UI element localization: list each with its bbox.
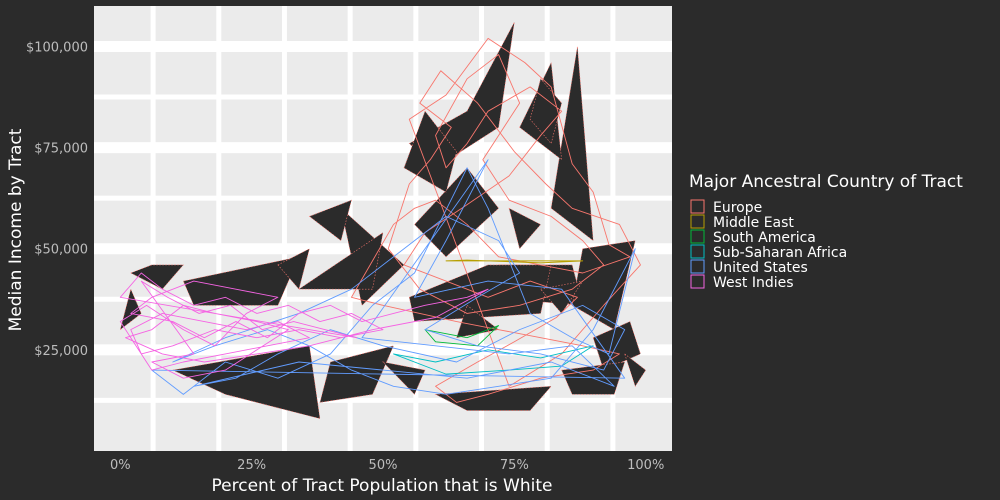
x-axis-ticks: 0% 25% 50% 75% 100%: [110, 458, 664, 473]
x-tick-label: 0%: [110, 458, 131, 473]
legend-label: Europe: [713, 200, 762, 216]
series-united-states: [151, 159, 636, 395]
legend-key: [690, 259, 705, 274]
legend-key: [690, 229, 705, 244]
y-axis-ticks: $25,000 $50,000 $75,000 $100,000: [26, 40, 88, 358]
series-middle-east: [445, 259, 584, 264]
legend-key: [690, 199, 705, 214]
polygon-fill-24: [119, 288, 142, 331]
series-south-america: [424, 325, 500, 347]
series-line: [119, 272, 489, 379]
legend-title: Major Ancestral Country of Tract: [689, 172, 963, 192]
x-tick-label: 25%: [237, 458, 266, 473]
series-line: [151, 159, 636, 395]
x-axis-label: Percent of Tract Population that is Whit…: [212, 476, 553, 496]
legend-key: [690, 274, 705, 289]
polygon-fill-1: [550, 46, 594, 242]
polygon-fill-13: [130, 264, 184, 290]
polygon-fill-25: [277, 248, 310, 290]
y-tick-label: $50,000: [34, 243, 88, 258]
y-tick-label: $100,000: [26, 40, 88, 55]
series-west-indies: [119, 272, 489, 379]
y-tick-label: $75,000: [34, 142, 88, 157]
legend-key: [690, 244, 705, 259]
polygon-fill-5: [297, 231, 384, 290]
polygon-fill-11: [319, 345, 395, 403]
y-axis-label: Median Income by Tract: [6, 128, 26, 331]
polygon-fill-17: [308, 199, 352, 242]
legend-key: [690, 214, 705, 229]
series-line: [445, 259, 584, 264]
legend-label: Middle East: [713, 215, 794, 231]
series-sub-saharan-africa: [393, 345, 594, 375]
series-line: [393, 345, 594, 375]
y-tick-label: $25,000: [34, 344, 88, 359]
x-tick-label: 50%: [369, 458, 398, 473]
polygon-fill-15: [434, 385, 552, 411]
series-layer: [119, 37, 641, 403]
legend: Major Ancestral Country of Tract EuropeM…: [689, 172, 963, 291]
x-tick-label: 75%: [500, 458, 529, 473]
polygon-fill-22: [508, 207, 542, 250]
legend-label: West Indies: [713, 275, 794, 291]
x-tick-label: 100%: [627, 458, 664, 473]
polygon-fill-10: [624, 353, 647, 387]
polygon-fill-18: [403, 110, 457, 193]
polygon-fill-12: [171, 345, 321, 420]
polygon-fill-14: [182, 256, 300, 306]
legend-label: South America: [713, 230, 816, 246]
series-line: [424, 325, 500, 347]
legend-label: United States: [713, 260, 808, 276]
polygon-fill-23: [382, 361, 426, 395]
legend-label: Sub-Saharan Africa: [713, 245, 847, 261]
